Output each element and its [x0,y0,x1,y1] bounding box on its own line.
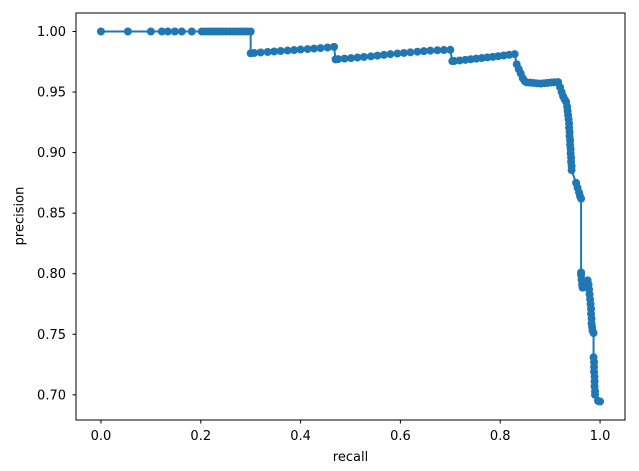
pr-curve-marker [296,45,305,54]
x-tick-label: 0.0 [91,429,112,444]
pr-curve-marker [446,45,455,54]
pr-curve-marker [330,42,339,51]
pr-curve-marker [591,390,600,399]
plot-area [75,12,626,421]
pr-curve-marker [406,48,415,57]
pr-curve-marker [177,27,186,36]
pr-curve-marker [379,50,388,59]
y-tick-label: 0.80 [37,267,66,282]
pr-curve-marker [250,48,259,57]
pr-curve-marker [340,54,349,63]
x-tick-label: 0.8 [490,429,511,444]
pr-curve-marker [96,27,105,36]
pr-curve-marker [393,49,402,58]
pr-curve-marker [353,53,362,62]
x-tick-label: 1.0 [590,429,611,444]
pr-curve-marker [366,52,375,61]
pr-curve-marker [589,329,598,338]
pr-curve-marker [316,44,325,53]
pr-curve-marker [270,47,279,56]
y-axis-label: precision [12,186,28,246]
pr-curve-marker [359,52,368,61]
pr-curve-marker [578,283,587,292]
y-tick-label: 1.00 [37,25,66,40]
y-tick-label: 0.75 [37,328,66,343]
pr-curve-marker [439,46,448,55]
pr-curve-marker [577,194,586,203]
pr-curve-marker [334,55,343,64]
y-tick-label: 0.95 [37,86,66,101]
pr-curve-markers [96,27,605,406]
y-tick-label: 0.90 [37,146,66,161]
pr-curve-marker [146,27,155,36]
pr-curve-marker [157,27,166,36]
pr-curve-marker [256,48,265,57]
pr-curve-marker [290,46,299,55]
pr-curve-marker [170,27,179,36]
pr-curve-marker [310,44,319,53]
pr-curve-marker [596,397,605,406]
pr-curve-marker [276,47,285,55]
pr-curve-marker [426,46,435,55]
pr-curve-marker [419,47,428,56]
pr-curve-marker [433,46,442,55]
pr-curve-marker [263,47,272,56]
y-tick-label: 0.85 [37,207,66,222]
pr-curve-marker [510,50,519,59]
pr-curve-marker [413,47,422,56]
x-tick-label: 0.2 [190,429,211,444]
pr-curve-marker [187,27,196,36]
x-tick-label: 0.6 [390,429,411,444]
pr-curve-marker [399,48,408,57]
pr-curve-marker [246,27,255,36]
pr-curve-marker [163,27,172,36]
pr-curve-marker [283,46,292,55]
pr-curve-marker [303,45,312,54]
pr-curve-marker [386,50,395,59]
pr-curve-marker [347,54,355,63]
y-tick-label: 0.70 [37,388,66,403]
pr-curve-marker [567,166,576,175]
x-axis-label: recall [332,450,369,465]
pr-curve-marker [123,27,132,36]
pr-curve-marker [323,43,332,52]
pr-curve-marker [373,51,382,60]
x-tick-label: 0.4 [290,429,311,444]
